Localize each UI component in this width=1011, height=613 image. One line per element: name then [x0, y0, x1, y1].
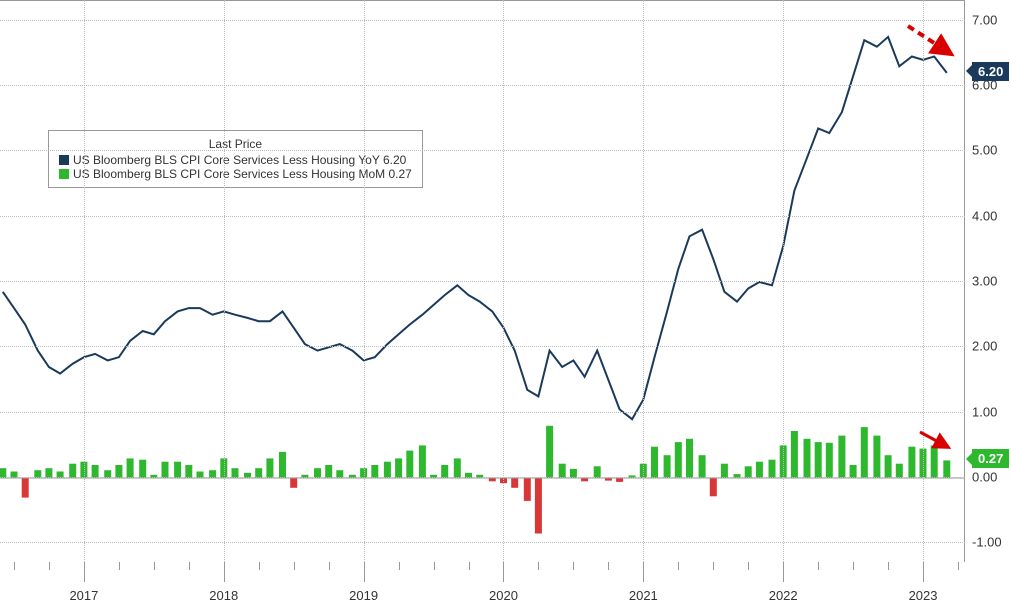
annotation-arrow — [0, 0, 1011, 613]
chart-container: Last Price US Bloomberg BLS CPI Core Ser… — [0, 0, 1011, 613]
